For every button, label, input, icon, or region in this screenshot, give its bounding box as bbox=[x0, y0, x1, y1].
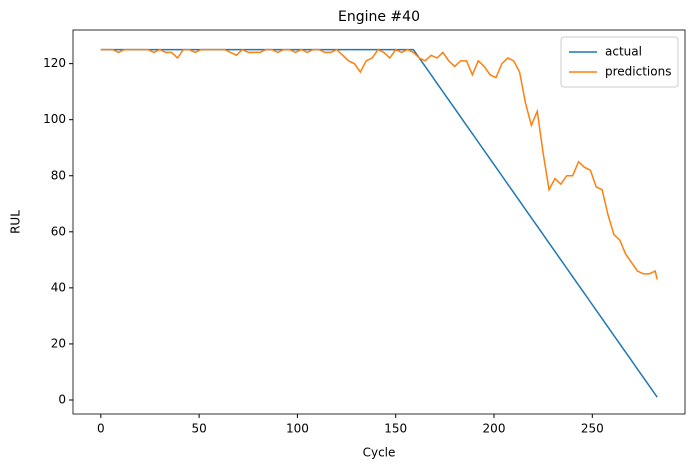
chart-title: Engine #40 bbox=[338, 9, 420, 25]
x-tick-label: 200 bbox=[483, 422, 506, 436]
y-axis-label: RUL bbox=[9, 210, 23, 234]
x-axis-label: Cycle bbox=[363, 446, 396, 460]
y-tick-label: 40 bbox=[51, 280, 66, 294]
x-tick-label: 250 bbox=[581, 422, 604, 436]
legend-box bbox=[560, 36, 679, 88]
x-tick-label: 150 bbox=[384, 422, 407, 436]
x-tick-label: 50 bbox=[191, 422, 206, 436]
y-tick-label: 120 bbox=[43, 56, 66, 70]
line-series bbox=[100, 48, 658, 398]
x-tick-label: 0 bbox=[97, 422, 105, 436]
y-tick-label: 100 bbox=[43, 112, 66, 126]
y-tick-label: 20 bbox=[51, 336, 66, 350]
line-series bbox=[100, 48, 658, 280]
y-tick-label: 60 bbox=[51, 224, 66, 238]
legend-label: predictions bbox=[605, 65, 671, 79]
y-tick-label: 0 bbox=[58, 392, 66, 406]
legend-label: actual bbox=[605, 45, 642, 59]
y-tick-label: 80 bbox=[51, 168, 66, 182]
plot-frame bbox=[72, 29, 686, 415]
x-tick-label: 100 bbox=[286, 422, 309, 436]
